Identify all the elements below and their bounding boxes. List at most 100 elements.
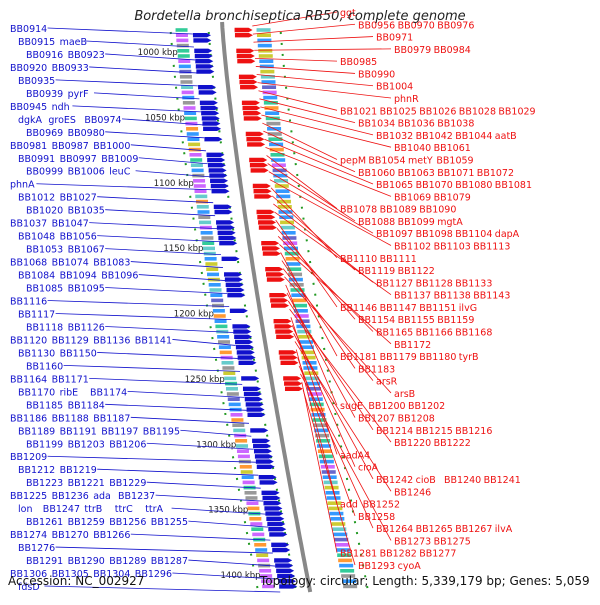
gene-label-left: BB0914	[10, 24, 47, 35]
forward-gene-glyph	[258, 220, 277, 225]
gene-label-right: BB1281	[340, 549, 377, 560]
feature-band-left	[191, 168, 204, 173]
leader-line-right	[302, 389, 356, 566]
gene-label-left: fdsD	[18, 582, 40, 593]
scale-tick: 1000 kbp	[135, 46, 180, 58]
leader-line-right	[274, 211, 392, 295]
feature-band-left	[199, 220, 212, 225]
leader-line-right	[280, 252, 338, 357]
feature-band-right	[267, 132, 282, 136]
feature-band-right	[303, 366, 318, 370]
leader-line-left	[72, 105, 201, 113]
right-label-row: BB1034 BB1036 BB1038	[259, 98, 474, 130]
genome-backbone	[220, 21, 313, 593]
gene-label-right: BB0979	[394, 45, 431, 56]
left-label-row: BB1020 BB1035	[26, 206, 216, 217]
gene-label-right: BB1044	[455, 131, 492, 142]
feature-band-right	[340, 569, 355, 573]
feature-band-left	[236, 444, 249, 448]
reverse-gene-glyph	[245, 402, 264, 407]
left-label-row: BB1116	[10, 297, 230, 308]
reverse-gene-glyph	[235, 339, 254, 345]
gene-label-left: BB1219	[60, 465, 97, 476]
feature-band-right	[274, 179, 289, 183]
feature-band-right	[280, 225, 295, 230]
leader-line-right	[285, 284, 338, 406]
feature-band-right	[310, 407, 325, 412]
reverse-gene-glyph	[261, 490, 280, 495]
leader-line-left	[44, 585, 281, 593]
right-label-row: BB1069 BB1079	[265, 146, 471, 203]
left-label-row: BB1261 BB1259 BB1256 BB1255	[26, 517, 268, 528]
scale-tick-label: 1350 kbp	[208, 506, 248, 516]
gene-label-left: BB1296	[135, 569, 172, 580]
right-label-row: BB1220 BB1222	[289, 308, 471, 449]
feature-band-right	[285, 257, 300, 261]
gene-label-left: BB0916	[26, 50, 63, 61]
feature-band-right	[257, 43, 272, 48]
gene-label-left: BB1068	[10, 258, 47, 269]
leader-line-right	[260, 106, 374, 136]
scale-tick-bg	[151, 176, 196, 189]
gene-label-right: BB1246	[394, 487, 431, 498]
gene-label-right: BB1172	[394, 340, 431, 351]
reverse-gene-glyph	[236, 350, 255, 355]
feature-band-right	[258, 54, 273, 58]
right-label-row: BB1102 BB1103 BB1113	[269, 179, 510, 252]
feature-band-right	[261, 80, 276, 84]
leader-line-left	[155, 494, 264, 502]
reverse-gene-glyph	[194, 48, 213, 53]
forward-gene-glyph	[269, 293, 288, 298]
feature-band-right	[263, 101, 278, 105]
reverse-gene-glyph	[219, 241, 238, 246]
gene-label-right: BB1282	[380, 549, 417, 560]
feature-band-left	[203, 246, 216, 251]
gene-label-left: BB0933	[52, 63, 89, 74]
feature-band-right	[326, 496, 341, 500]
leader-line-right	[254, 48, 392, 51]
gene-label-right: BB1098	[416, 229, 453, 240]
reverse-gene-glyph	[196, 69, 215, 74]
gene-label-right: BB1200	[368, 401, 405, 412]
scale-tick-label: 1050 kbp	[145, 113, 185, 123]
gene-label-left: BB0945	[10, 102, 47, 113]
gene-label-right: BB0985	[340, 57, 377, 68]
gene-label-left: BB0980	[68, 128, 105, 139]
leader-line-right	[257, 82, 392, 99]
gene-label-left: ttrB	[84, 504, 102, 515]
gene-label-right: BB1180	[419, 352, 456, 363]
right-label-row: BB1097 BB1098 BB1104 dapA	[268, 171, 520, 240]
feature-band-left	[235, 439, 248, 443]
leader-line-right	[284, 276, 392, 394]
feature-band-left	[181, 85, 194, 89]
gene-label-right: BB1208	[398, 414, 435, 425]
feature-band-left	[259, 569, 272, 573]
scale-tick-bg	[161, 242, 206, 255]
gene-label-right: BB1061	[434, 143, 471, 154]
gene-label-left: BB1000	[93, 141, 130, 152]
gene-label-left: BB1020	[26, 206, 63, 217]
feature-band-left	[236, 449, 249, 453]
gene-label-left: ttrA	[145, 504, 163, 515]
gene-label-left: ribE	[60, 387, 79, 398]
feature-band-right	[329, 511, 344, 516]
gene-label-left: dgkA	[18, 115, 43, 126]
feature-band-left	[218, 345, 231, 349]
leader-line-left	[105, 403, 247, 411]
feature-band-left	[223, 371, 236, 375]
feature-band-right	[259, 59, 274, 63]
leader-line-left	[146, 481, 261, 489]
feature-band-left	[182, 95, 195, 100]
feature-band-right	[290, 288, 305, 292]
right-label-row: BB1183	[281, 260, 395, 375]
gene-label-right: BB1275	[434, 536, 471, 547]
gene-label-left: BB0969	[26, 128, 63, 139]
feature-band-right	[284, 246, 299, 251]
forward-gene-glyph	[258, 225, 277, 230]
leader-line-right	[261, 114, 392, 148]
gene-label-left: BB1189	[18, 426, 55, 437]
feature-band-right	[292, 298, 307, 303]
feature-band-left	[215, 324, 228, 329]
feature-band-right	[324, 485, 339, 490]
gene-label-left: BB1085	[26, 284, 63, 295]
